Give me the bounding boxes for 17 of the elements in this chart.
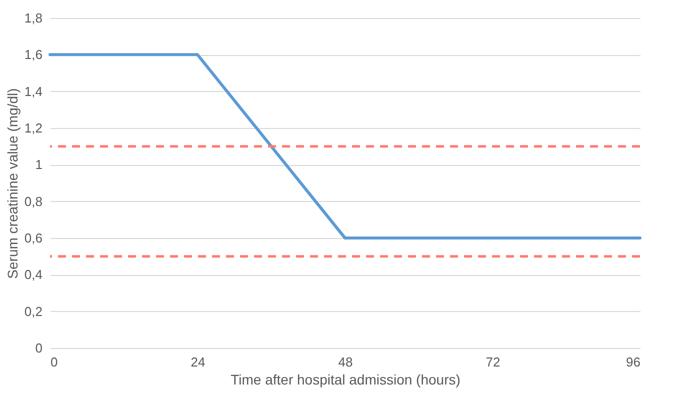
y-tick-label: 1,4 [24,84,42,99]
x-tick-label: 72 [486,354,500,370]
y-axis-title: Serum creatinine value (mg/dl) [4,88,20,279]
y-tick-label: 1,6 [24,47,42,62]
y-tick-label: 0,2 [24,304,42,319]
x-tick-label: 0 [50,354,58,370]
y-tick-label: 1 [35,157,42,172]
y-tick-label: 0,6 [24,230,42,246]
x-tick-label: 24 [190,354,206,370]
x-tick-label: 48 [338,354,353,370]
x-tick-label: 96 [626,354,640,370]
y-tick-label: 1,8 [24,10,42,26]
x-axis-title: Time after hospital admission (hours) [230,372,460,388]
y-tick-label: 1,2 [24,120,42,136]
y-tick-label: 0 [35,340,42,356]
y-tick-label: 0,8 [24,194,42,209]
y-tick-label: 0,4 [24,267,42,282]
